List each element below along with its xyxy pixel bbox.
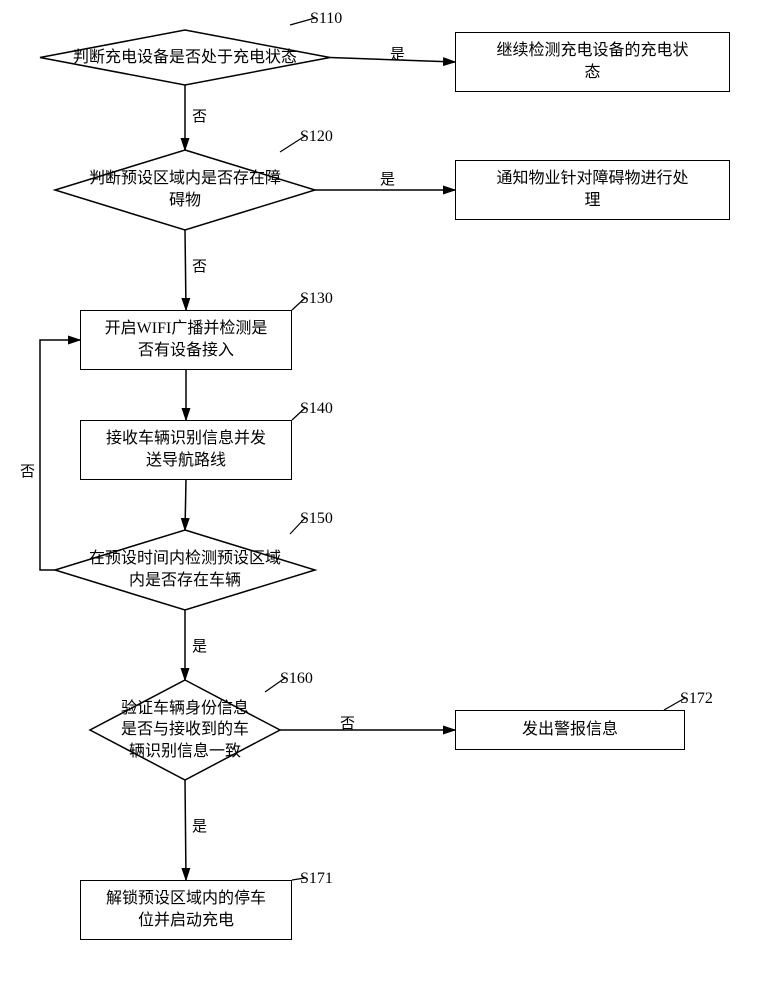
flowchart-canvas: 判断充电设备是否处于充电状态 继续检测充电设备的充电状态 判断预设区域内是否存在… [0,0,760,1000]
edge-label: 是 [192,815,207,836]
step-label-s120: S120 [300,128,333,146]
decision-s150: 在预设时间内检测预设区域内是否存在车辆 [55,530,315,610]
process-s140: 接收车辆识别信息并发送导航路线 [80,420,292,480]
decision-text: 判断预设区域内是否存在障碍物 [89,168,281,211]
step-label-s110: S110 [310,10,342,28]
step-label-s160: S160 [280,670,313,688]
edge-label: 否 [340,712,355,733]
process-continue-detect: 继续检测充电设备的充电状态 [455,32,730,92]
edge-label: 是 [390,43,405,64]
decision-s110: 判断充电设备是否处于充电状态 [40,30,330,85]
process-text: 接收车辆识别信息并发送导航路线 [106,428,266,473]
decision-text: 在预设时间内检测预设区域内是否存在车辆 [89,548,281,591]
process-text: 解锁预设区域内的停车位并启动充电 [106,888,266,933]
process-text: 开启WIFI广播并检测是否有设备接入 [105,318,268,363]
step-label-s172: S172 [680,690,713,708]
decision-text: 验证车辆身份信息是否与接收到的车辆识别信息一致 [121,698,249,763]
process-text: 继续检测充电设备的充电状态 [496,40,688,85]
edge-label: 是 [192,635,207,656]
step-label-s130: S130 [300,290,333,308]
process-text: 发出警报信息 [522,719,618,741]
decision-s120: 判断预设区域内是否存在障碍物 [55,150,315,230]
process-notify-property: 通知物业针对障碍物进行处理 [455,160,730,220]
step-label-s171: S171 [300,870,333,888]
decision-text: 判断充电设备是否处于充电状态 [73,47,297,69]
process-text: 通知物业针对障碍物进行处理 [496,168,688,213]
decision-s160: 验证车辆身份信息是否与接收到的车辆识别信息一致 [90,680,280,780]
edge-label: 否 [192,105,207,126]
step-label-s140: S140 [300,400,333,418]
step-label-s150: S150 [300,510,333,528]
process-s130: 开启WIFI广播并检测是否有设备接入 [80,310,292,370]
edge-label: 是 [380,168,395,189]
process-s172: 发出警报信息 [455,710,685,750]
edge-label: 否 [20,460,35,481]
process-s171: 解锁预设区域内的停车位并启动充电 [80,880,292,940]
edge-label: 否 [192,255,207,276]
